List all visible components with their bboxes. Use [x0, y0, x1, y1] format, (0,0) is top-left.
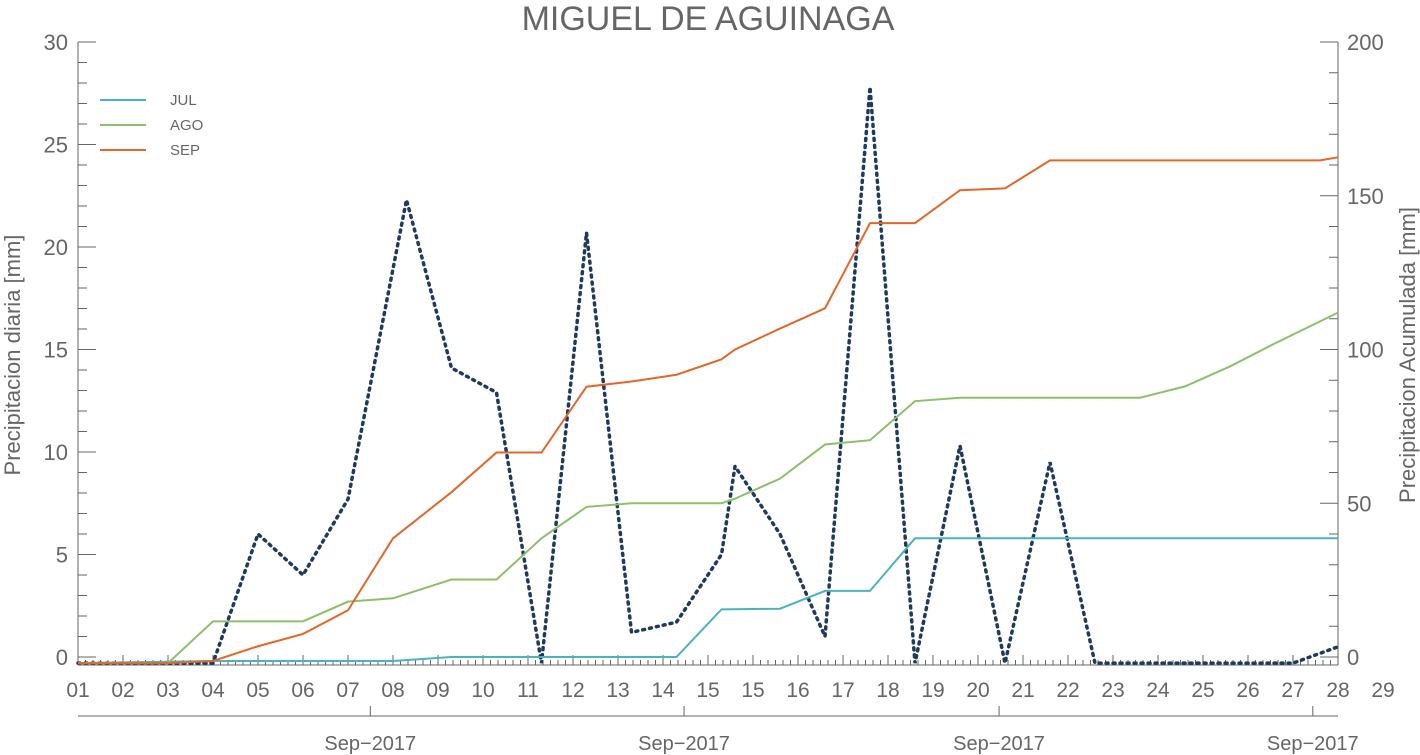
x-tick-labels: 01 02 03 04 05 06 07 08 09 10 11 12 13 14 15 15 16 17 18 19…: [66, 679, 1394, 702]
y-left-tick-label: 10: [44, 440, 68, 465]
legend-label-ago: AGO: [170, 117, 203, 134]
x-tick-label: 05: [246, 679, 269, 702]
series-line-ago: [78, 311, 1339, 665]
x-tick-label: 22: [1056, 679, 1079, 702]
x-tick-label: 03: [156, 679, 179, 702]
chart-title: MIGUEL DE AGUINAGA: [522, 0, 895, 38]
legend-label-sep: SEP: [170, 142, 200, 159]
daily-precipitation-line: [76, 86, 1340, 665]
y-right-tick-label: 200: [1347, 30, 1384, 55]
series-line-jul: [77, 537, 1338, 665]
date-labels: Sep−2017 Sep−2017 Sep−2017 Sep−2017: [324, 733, 1358, 755]
x-tick-label: 15: [741, 679, 764, 702]
x-tick-label: 24: [1146, 679, 1170, 702]
x-tick-label: 29: [1371, 679, 1394, 702]
y-right-tick-labels: 0 50 100 150 200: [1347, 30, 1384, 670]
x-tick-label: 08: [381, 679, 404, 702]
x-tick-label: 07: [336, 679, 359, 702]
x-tick-label: 20: [966, 679, 989, 702]
x-tick-label: 11: [517, 679, 539, 702]
legend: JUL AGO SEP: [100, 92, 203, 159]
x-tick-label: 16: [786, 679, 809, 702]
y-left-tick-label: 5: [56, 543, 68, 568]
x-tick-label: 27: [1281, 679, 1304, 702]
date-label: Sep−2017: [953, 733, 1045, 755]
x-tick-label: 01: [66, 679, 89, 702]
y-axis-right-label: Precipitacion Acumulada [mm]: [1395, 207, 1420, 503]
date-label: Sep−2017: [324, 733, 416, 755]
y-axis-left-label: Precipitacion diaria [mm]: [0, 235, 25, 476]
x-tick-label: 17: [831, 679, 854, 702]
x-tick-label: 12: [561, 679, 584, 702]
y-right-tick-label: 150: [1347, 184, 1384, 209]
x-tick-label: 21: [1011, 679, 1034, 702]
y-left-tick-label: 0: [56, 645, 68, 670]
series-line-sep: [78, 156, 1339, 665]
y-right-tick-label: 100: [1347, 338, 1384, 363]
x-tick-label: 15: [696, 679, 719, 702]
y-left-tick-label: 15: [44, 338, 68, 363]
y-left-tick-label: 20: [44, 235, 68, 260]
y-left-tick-label: 30: [44, 30, 68, 55]
y-left-tick-label: 25: [44, 133, 68, 158]
date-label: Sep−2017: [638, 733, 730, 755]
x-tick-label: 18: [876, 679, 899, 702]
x-tick-label: 09: [426, 679, 449, 702]
x-tick-label: 13: [606, 679, 629, 702]
axis-ticks: [77, 41, 1339, 716]
x-tick-label: 04: [201, 679, 225, 702]
y-right-tick-label: 50: [1347, 491, 1371, 516]
x-tick-label: 02: [111, 679, 134, 702]
x-tick-label: 26: [1236, 679, 1259, 702]
y-left-tick-labels: 0 5 10 15 20 25 30: [44, 30, 68, 670]
x-tick-label: 23: [1101, 679, 1124, 702]
legend-label-jul: JUL: [170, 92, 197, 109]
x-tick-label: 25: [1191, 679, 1214, 702]
y-right-tick-label: 0: [1347, 645, 1359, 670]
x-tick-label: 14: [651, 679, 675, 702]
series-lines: [76, 86, 1340, 665]
x-tick-label: 06: [291, 679, 314, 702]
x-tick-label: 19: [921, 679, 944, 702]
date-label: Sep−2017: [1267, 733, 1359, 755]
x-tick-label: 28: [1326, 679, 1349, 702]
x-tick-label: 10: [471, 679, 494, 702]
